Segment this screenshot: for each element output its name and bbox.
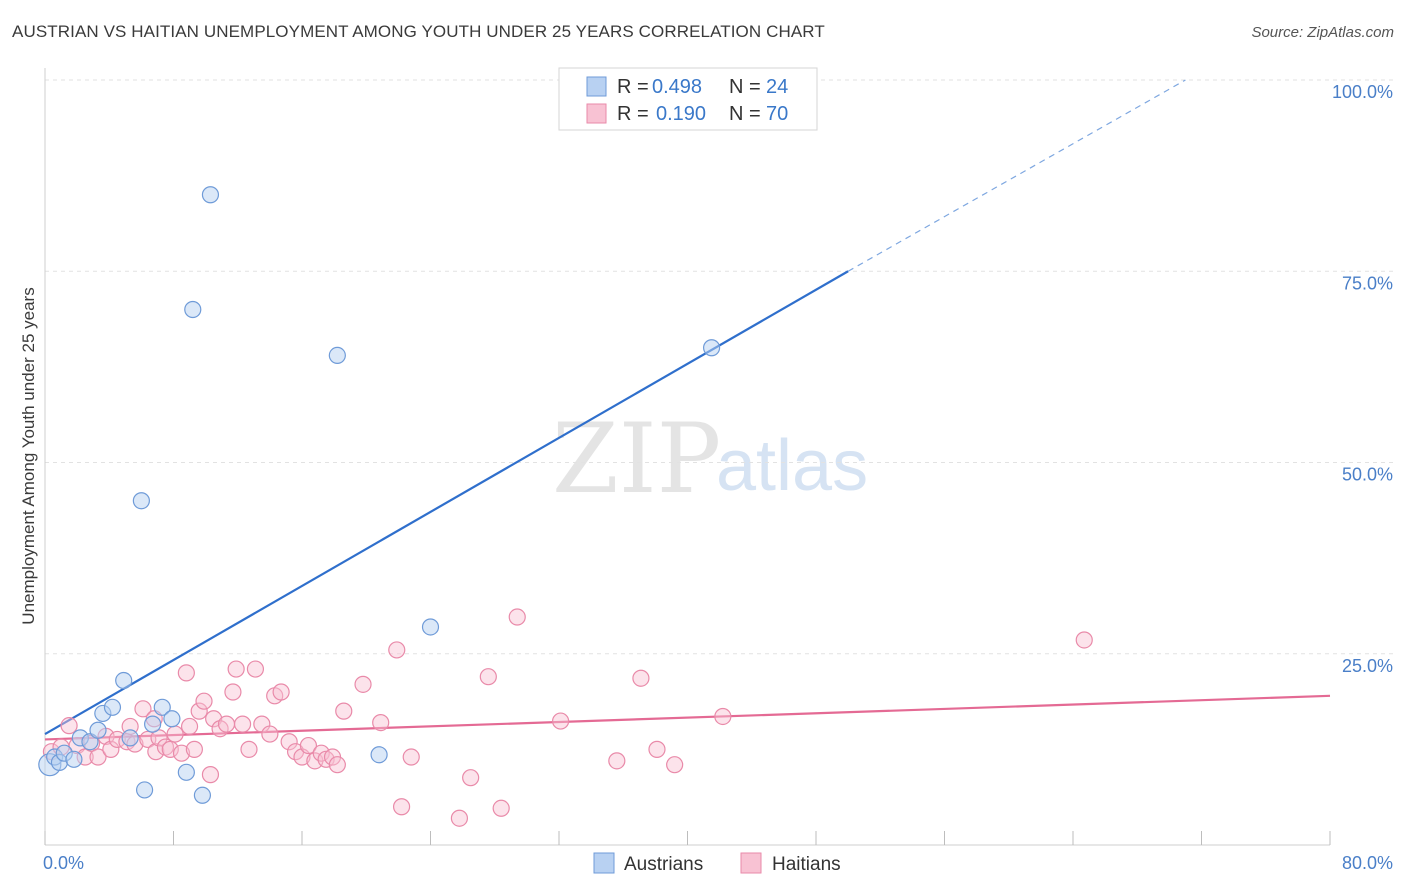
haitians-point xyxy=(180,717,199,736)
haitians-point xyxy=(224,683,242,701)
legend-haitians-n-label: N = xyxy=(729,103,761,125)
austrians-point xyxy=(421,618,440,636)
haitians-point xyxy=(227,660,245,678)
gridlines xyxy=(45,79,1394,655)
austrians-point xyxy=(193,786,212,804)
haitians-point xyxy=(388,641,406,659)
austrians-point xyxy=(328,346,346,364)
haitians-point xyxy=(335,702,353,720)
haitians-point xyxy=(240,740,258,758)
haitians-point xyxy=(233,715,252,733)
bottom-legend-austrians-swatch xyxy=(593,852,615,874)
austrians-point xyxy=(201,186,220,204)
haitians-point xyxy=(166,725,184,743)
haitians-point xyxy=(299,736,318,755)
austrians-point xyxy=(184,300,202,319)
austrians-trend-extension xyxy=(847,79,1186,272)
austrians-point xyxy=(177,763,195,781)
axes xyxy=(44,68,1331,846)
legend-austrians-n-label: N = xyxy=(729,76,761,98)
haitians-point xyxy=(60,717,78,735)
haitians-point xyxy=(552,712,570,730)
haitians-point xyxy=(354,675,372,693)
haitians-point xyxy=(714,707,732,726)
y-tick-label: 75.0% xyxy=(1342,273,1393,293)
haitians-point xyxy=(147,743,165,761)
austrians-point xyxy=(144,715,162,733)
haitians-point xyxy=(172,744,191,762)
legend-haitians-n-value: 70 xyxy=(766,103,788,125)
haitians-point xyxy=(1075,631,1093,649)
haitians-point xyxy=(150,729,168,747)
bottom-legend-austrians-label: Austrians xyxy=(624,854,703,875)
source-label: Source: ZipAtlas.com xyxy=(1251,24,1394,41)
haitians-point xyxy=(89,748,107,766)
watermark-atlas: atlas xyxy=(716,426,868,506)
haitians-point xyxy=(272,683,290,701)
austrians-point xyxy=(103,698,122,716)
legend-austrians-swatch xyxy=(586,76,607,97)
haitians-point xyxy=(402,748,420,766)
haitians-point xyxy=(492,799,510,817)
x-tick-label: 80.0% xyxy=(1342,853,1393,873)
austrians-point xyxy=(153,698,171,716)
haitians-point xyxy=(462,769,480,787)
haitians-point xyxy=(666,756,684,774)
x-tick-label: 0.0% xyxy=(43,853,84,873)
haitians-point xyxy=(195,692,213,710)
haitians-point xyxy=(161,740,179,758)
haitians-point xyxy=(648,740,666,758)
haitians-point xyxy=(102,740,120,758)
legend-austrians-r-value: 0.498 xyxy=(652,76,702,98)
haitians-point xyxy=(328,756,346,774)
haitians-point xyxy=(280,733,298,751)
haitians-point xyxy=(508,608,526,626)
y-tick-label: 50.0% xyxy=(1342,465,1393,485)
haitians-point xyxy=(246,660,265,678)
austrians-point xyxy=(370,746,388,764)
austrians-point xyxy=(115,671,133,690)
austrians-point xyxy=(65,750,83,768)
haitians-point xyxy=(392,798,411,816)
tick-labels: 25.0% 50.0% 75.0% 100.0% 0.0% 80.0% xyxy=(43,82,1393,873)
haitians-point xyxy=(479,668,497,686)
bottom-legend-haitians-swatch xyxy=(740,852,762,874)
haitians-point xyxy=(190,702,208,720)
watermark-zip: ZIP xyxy=(552,403,721,515)
austrians-point xyxy=(121,729,139,747)
legend-haitians-r-value: 0.190 xyxy=(656,103,706,125)
legend-haitians-swatch xyxy=(586,103,607,124)
haitians-point xyxy=(177,664,195,682)
legend-austrians-n-value: 24 xyxy=(766,76,788,98)
y-tick-label: 100.0% xyxy=(1332,82,1393,102)
haitians-point xyxy=(134,700,152,718)
austrians-point xyxy=(702,339,721,357)
haitians-point xyxy=(185,740,203,758)
haitians-point xyxy=(217,715,236,733)
y-axis-label: Unemployment Among Youth under 25 years xyxy=(19,287,38,624)
bottom-legend: Austrians Haitians xyxy=(593,852,841,875)
y-tick-label: 25.0% xyxy=(1342,656,1393,676)
haitians-point xyxy=(450,809,469,827)
data-points xyxy=(38,186,1093,827)
haitians-point xyxy=(201,766,220,784)
legend-haitians-r-label: R = xyxy=(617,103,649,125)
legend: R = 0.498 N = 24 R = 0.190 N = 70 xyxy=(558,67,818,131)
austrians-point xyxy=(89,721,107,739)
austrians-point xyxy=(163,710,181,728)
haitians-point xyxy=(608,752,626,770)
haitians-point xyxy=(261,725,279,743)
haitians-point xyxy=(205,710,223,728)
austrians-point xyxy=(135,781,154,799)
haitians-point xyxy=(372,713,390,732)
haitians-point xyxy=(632,669,650,687)
chart-title: AUSTRIAN VS HAITIAN UNEMPLOYMENT AMONG Y… xyxy=(12,22,825,41)
austrians-point xyxy=(132,492,150,510)
bottom-legend-haitians-label: Haitians xyxy=(772,854,841,875)
legend-austrians-r-label: R = xyxy=(617,76,649,98)
